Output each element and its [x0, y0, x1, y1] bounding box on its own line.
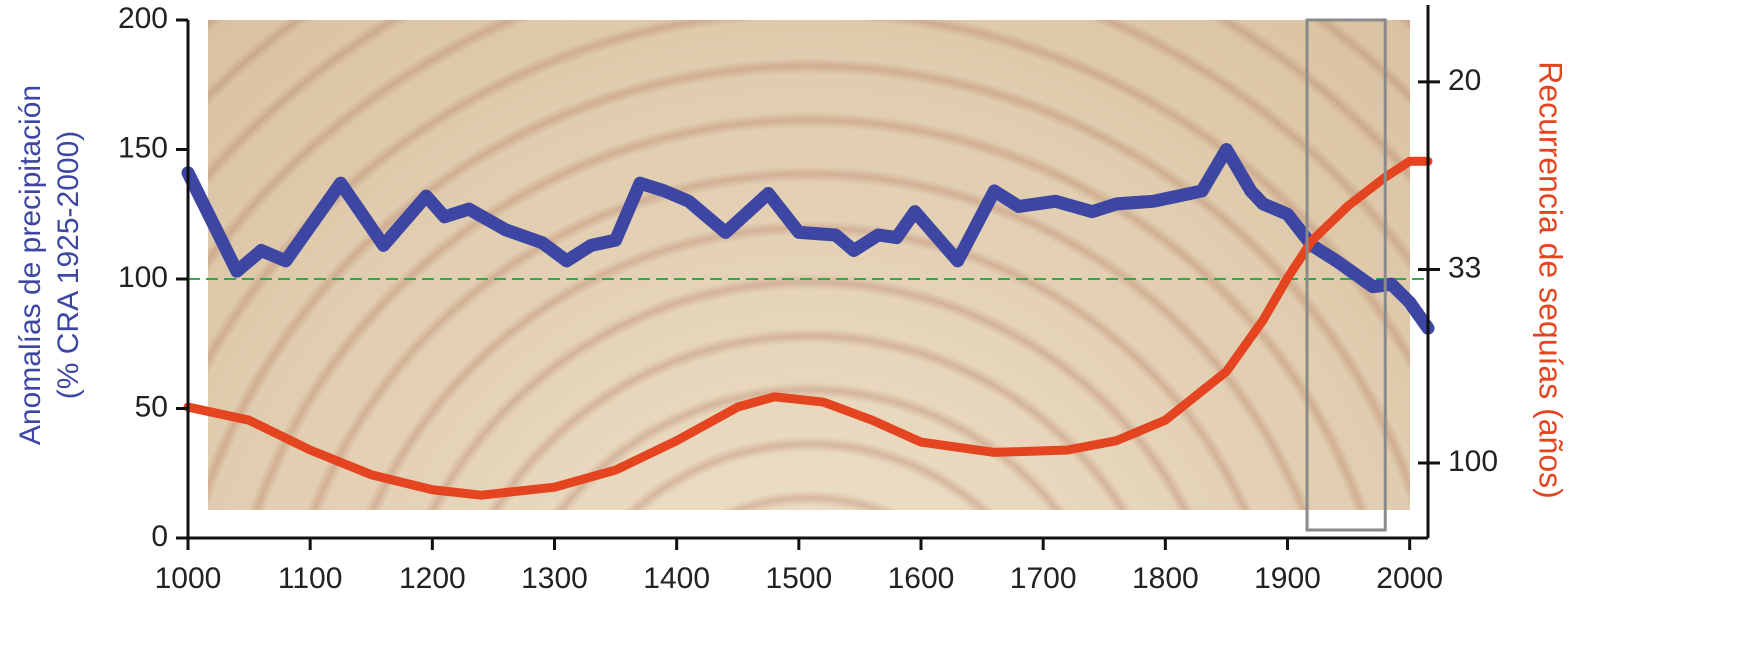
- y2-tick-label: 33: [1448, 251, 1481, 284]
- data-line: [181, 143, 1435, 335]
- y2-tick-label: 20: [1448, 64, 1481, 97]
- x-tick-label: 1400: [643, 562, 710, 595]
- y-tick-label: 100: [118, 261, 168, 294]
- y2-tick-label: 100: [1448, 445, 1498, 478]
- x-tick-label: 1700: [1010, 562, 1077, 595]
- y-tick-label: 50: [135, 390, 168, 423]
- y-axis-title: (% CRA 1925-2000): [52, 131, 85, 399]
- y-axis-title: Anomalías de precipitación: [14, 85, 47, 445]
- y-tick-label: 200: [118, 2, 168, 35]
- x-tick-label: 2000: [1376, 562, 1443, 595]
- y-tick-label: 0: [151, 520, 168, 553]
- y-tick-label: 150: [118, 131, 168, 164]
- x-tick-label: 1900: [1254, 562, 1321, 595]
- x-tick-label: 1600: [888, 562, 955, 595]
- highlight-box: [1305, 18, 1387, 532]
- x-tick-label: 1800: [1132, 562, 1199, 595]
- data-line: [183, 156, 1433, 500]
- y2-axis-title: Recurrencia de sequías (años): [1533, 61, 1569, 499]
- x-tick-label: 1500: [765, 562, 832, 595]
- x-tick-label: 1000: [155, 562, 222, 595]
- wood-background: [208, 20, 1410, 510]
- x-tick-label: 1300: [521, 562, 588, 595]
- x-tick-label: 1100: [278, 562, 343, 595]
- x-tick-label: 1200: [399, 562, 466, 595]
